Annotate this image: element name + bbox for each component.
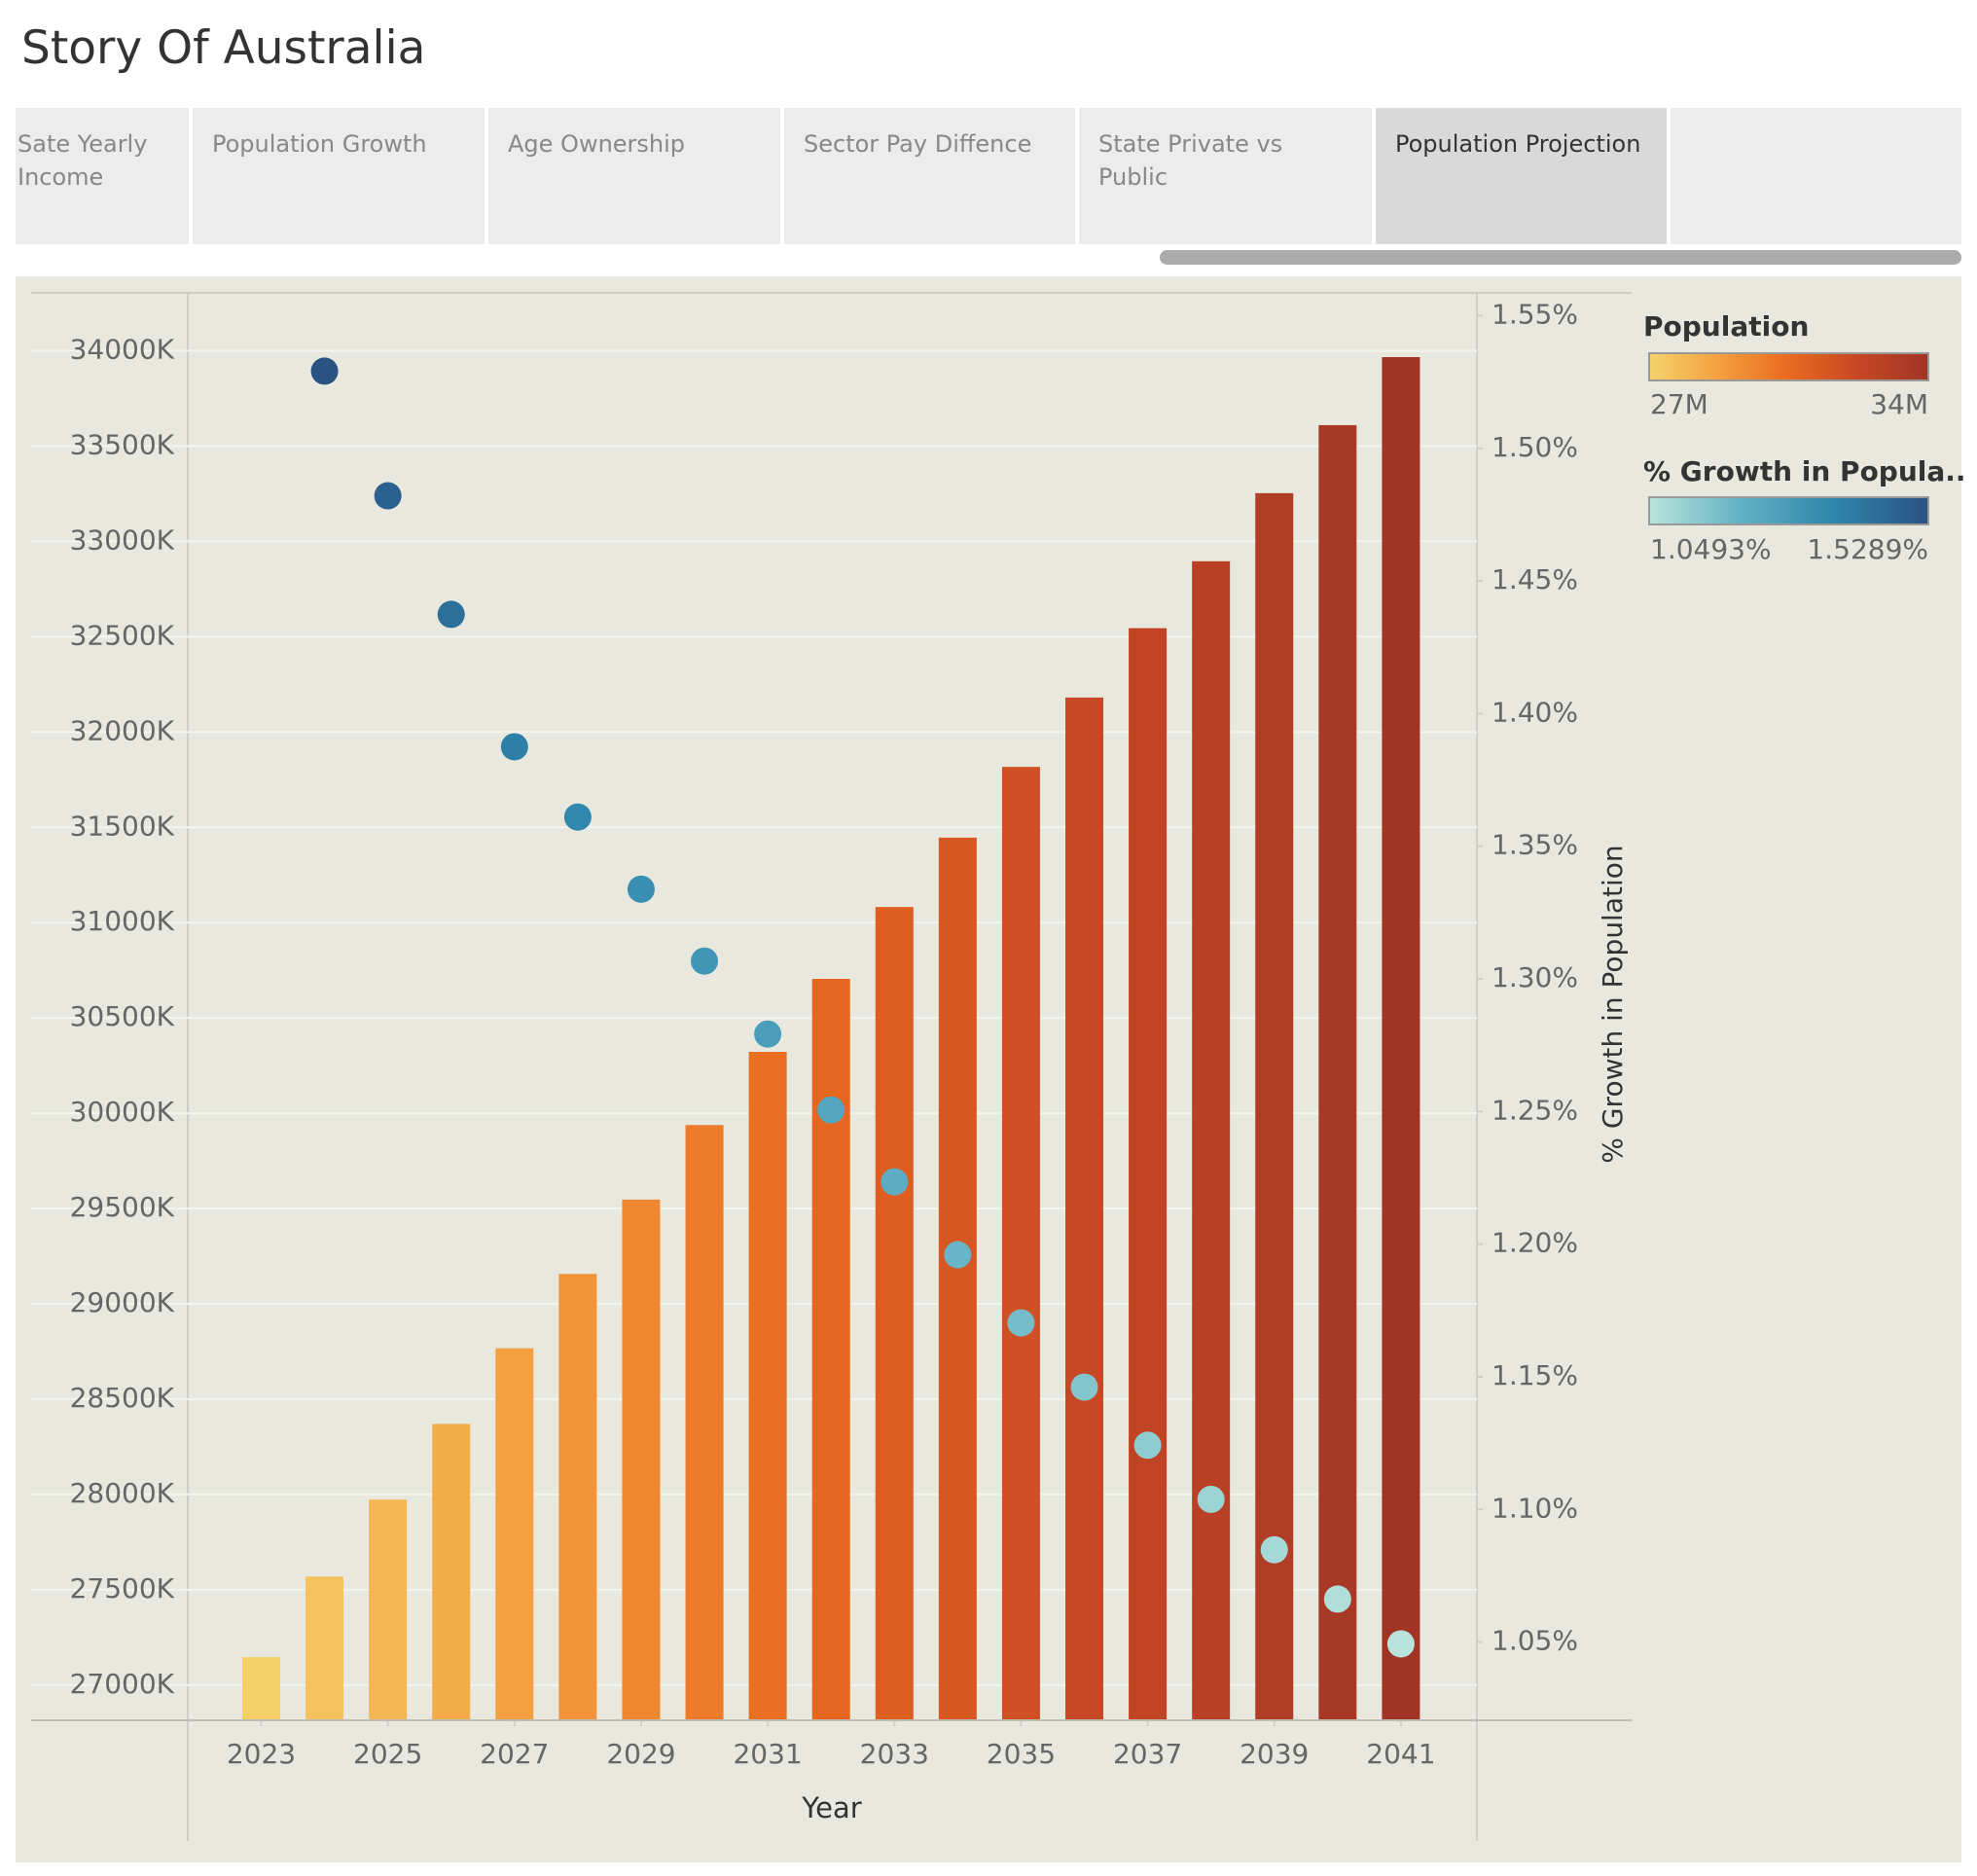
bar xyxy=(622,1199,661,1720)
y2-tick-label: 1.20% xyxy=(1492,1227,1578,1259)
bar xyxy=(1001,767,1040,1720)
tab[interactable]: State Private vs Public xyxy=(1079,108,1372,244)
x-tick-label: 2023 xyxy=(227,1738,296,1770)
point xyxy=(754,1020,782,1048)
y-tick-label: 29500K xyxy=(70,1191,175,1223)
tab[interactable]: Sector Pay Diffence xyxy=(784,108,1075,244)
bar xyxy=(875,907,914,1720)
x-tick-label: 2039 xyxy=(1240,1738,1309,1770)
bar xyxy=(1065,697,1104,1721)
tab-empty xyxy=(1671,108,1961,244)
bar xyxy=(938,837,977,1720)
y-tick-label: 32500K xyxy=(70,619,175,651)
legend-colorbar xyxy=(1648,352,1929,381)
legend-title: Population xyxy=(1643,310,1809,343)
bar xyxy=(432,1424,471,1720)
bar xyxy=(1255,492,1294,1720)
y-tick-label: 30000K xyxy=(70,1096,175,1128)
legend-max: 34M xyxy=(1870,388,1928,420)
x-tick-label: 2033 xyxy=(860,1738,929,1770)
y-tick-label: 30500K xyxy=(70,1000,175,1032)
y-tick-label: 28000K xyxy=(70,1477,175,1509)
y-tick-label: 31500K xyxy=(70,810,175,842)
tab[interactable]: Sate Yearly Income xyxy=(16,108,189,244)
bar xyxy=(1192,560,1231,1720)
point xyxy=(1260,1535,1288,1564)
bar xyxy=(241,1657,280,1720)
x-tick-label: 2031 xyxy=(733,1738,802,1770)
point xyxy=(1070,1373,1098,1401)
bar xyxy=(306,1576,344,1720)
point xyxy=(691,947,719,975)
x-tick-label: 2027 xyxy=(480,1738,549,1770)
legend-title: % Growth in Popula.. xyxy=(1643,455,1966,487)
bar xyxy=(1382,357,1420,1720)
y2-tick-label: 1.25% xyxy=(1492,1094,1578,1126)
point xyxy=(437,600,465,629)
bar xyxy=(1318,424,1357,1720)
point xyxy=(944,1241,972,1269)
tab[interactable]: Population Growth xyxy=(193,108,485,244)
y-tick-label: 29000K xyxy=(70,1286,175,1318)
y-tick-label: 32000K xyxy=(70,714,175,746)
point xyxy=(881,1168,909,1196)
x-tick-label: 2041 xyxy=(1366,1738,1435,1770)
bar xyxy=(748,1052,787,1720)
y2-axis-title: % Growth in Population xyxy=(1597,845,1629,1163)
bar xyxy=(495,1348,534,1720)
point xyxy=(374,482,402,510)
y-tick-label: 28500K xyxy=(70,1382,175,1414)
x-tick-label: 2037 xyxy=(1113,1738,1182,1770)
y2-tick-label: 1.45% xyxy=(1492,563,1578,595)
y2-tick-label: 1.05% xyxy=(1492,1625,1578,1657)
x-tick-label: 2035 xyxy=(987,1738,1056,1770)
point xyxy=(1133,1431,1162,1460)
bar xyxy=(811,978,850,1720)
dashboard-title: Story Of Australia xyxy=(21,21,426,75)
point xyxy=(310,357,339,385)
legend-colorbar xyxy=(1648,496,1929,525)
scrollbar[interactable] xyxy=(1160,250,1961,265)
y-tick-label: 34000K xyxy=(70,334,175,366)
tab[interactable]: Age Ownership xyxy=(488,108,780,244)
bar xyxy=(558,1274,597,1720)
point xyxy=(817,1096,845,1124)
legend-min: 1.0493% xyxy=(1650,533,1772,565)
y2-tick-label: 1.40% xyxy=(1492,696,1578,728)
point xyxy=(563,803,592,831)
point xyxy=(627,875,655,903)
legend-max: 1.5289% xyxy=(1807,533,1928,565)
y-tick-label: 33500K xyxy=(70,428,175,460)
y-tick-label: 31000K xyxy=(70,905,175,937)
point xyxy=(1386,1630,1415,1658)
y2-tick-label: 1.50% xyxy=(1492,431,1578,463)
y2-tick-label: 1.30% xyxy=(1492,961,1578,993)
x-tick-label: 2025 xyxy=(353,1738,422,1770)
bar xyxy=(685,1125,724,1720)
point xyxy=(1197,1485,1225,1513)
point xyxy=(1323,1585,1351,1613)
tab-active[interactable]: Population Projection xyxy=(1376,108,1667,244)
y-tick-label: 27000K xyxy=(70,1668,175,1700)
bar xyxy=(369,1499,408,1720)
legend-min: 27M xyxy=(1650,388,1708,420)
bar xyxy=(1129,628,1168,1721)
point xyxy=(500,733,528,761)
x-tick-label: 2029 xyxy=(606,1738,675,1770)
y2-tick-label: 1.55% xyxy=(1492,298,1578,330)
y2-tick-label: 1.35% xyxy=(1492,829,1578,861)
y-tick-label: 33000K xyxy=(70,523,175,556)
y2-tick-label: 1.15% xyxy=(1492,1359,1578,1391)
y2-tick-label: 1.10% xyxy=(1492,1492,1578,1524)
x-axis-title: Year xyxy=(801,1791,861,1824)
point xyxy=(1007,1309,1035,1337)
y-tick-label: 27500K xyxy=(70,1572,175,1605)
